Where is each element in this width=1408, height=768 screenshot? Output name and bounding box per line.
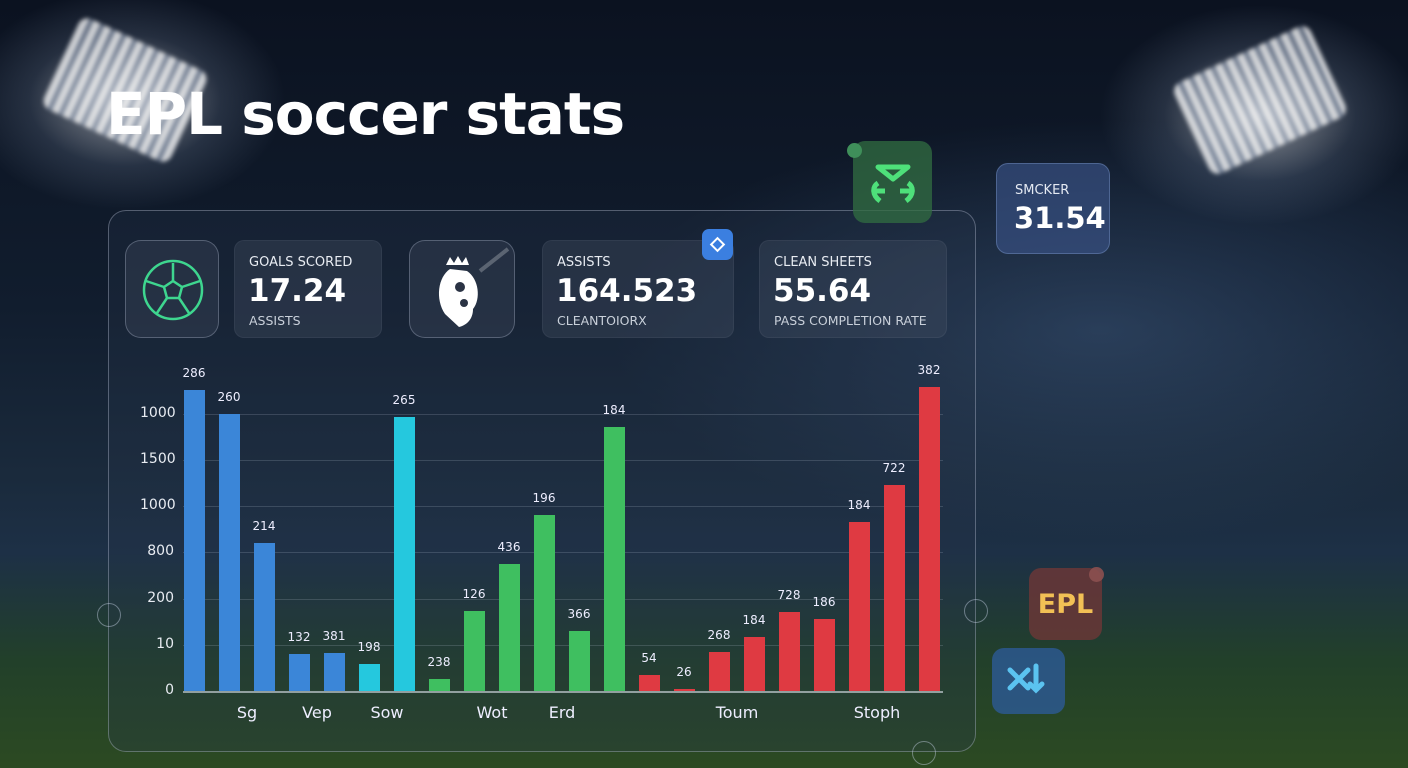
y-tick-label: 1000 [140, 404, 176, 421]
bar[interactable] [534, 515, 555, 691]
bar-data-label: 436 [497, 540, 521, 555]
bar-data-label: 26 [676, 665, 692, 679]
card-label: CLEAN SHEETS [774, 255, 872, 270]
bar[interactable] [464, 611, 485, 691]
bar-data-label: 382 [917, 363, 941, 378]
bar-data-label: 196 [532, 491, 556, 506]
diamond-icon[interactable] [702, 229, 733, 260]
gridline [183, 644, 943, 646]
card-value: 164.523 [556, 273, 698, 309]
resize-handle-right[interactable] [964, 599, 988, 623]
soccer-ball-tile[interactable] [125, 240, 219, 338]
card-value: 17.24 [248, 273, 347, 309]
bar-data-label: 184 [742, 612, 766, 627]
y-tick-label: 1500 [140, 451, 176, 467]
bar[interactable] [814, 618, 835, 691]
y-tick-label: 1000 [140, 497, 176, 514]
x-tick-label: Sg [236, 703, 258, 722]
bar[interactable] [779, 611, 800, 691]
xl-app-icon [1007, 663, 1045, 694]
y-tick-label: 0 [165, 682, 174, 698]
epl-logo-icon: EPL [1037, 588, 1094, 620]
bar-data-label: 268 [707, 628, 731, 643]
x-tick-label: Stoph [853, 703, 901, 722]
side-stat-label: SMCKER [1015, 183, 1070, 198]
y-tick-label: 10 [156, 635, 174, 652]
bar-data-label: 260 [217, 389, 241, 404]
side-stat-value: 31.54 [1014, 201, 1106, 235]
bar[interactable] [919, 387, 940, 691]
bar-data-label: 54 [641, 650, 657, 665]
soccer-ball-icon [142, 259, 204, 321]
gridline [183, 413, 943, 415]
bar-data-label: 728 [777, 587, 801, 602]
bar-data-label: 184 [847, 498, 871, 513]
bar-data-label: 184 [602, 402, 626, 417]
epl-logo-tile[interactable]: EPL [1029, 568, 1102, 640]
premier-league-tile[interactable] [409, 240, 515, 338]
bar[interactable] [324, 653, 345, 691]
bar[interactable] [429, 678, 450, 691]
side-stat-card: SMCKER 31.54 [996, 163, 1110, 254]
status-dot [847, 143, 862, 158]
page-title: EPL soccer stats [106, 80, 625, 148]
bar-data-label: 132 [287, 630, 311, 645]
bar[interactable] [674, 689, 695, 691]
bar[interactable] [394, 417, 415, 691]
bar[interactable] [604, 426, 625, 691]
xl-app-tile[interactable] [992, 648, 1065, 714]
resize-handle-bottom[interactable] [912, 741, 936, 765]
card-label: ASSISTS [557, 255, 611, 270]
bar-data-label: 238 [427, 654, 451, 669]
status-dot [1089, 567, 1104, 582]
gridline [183, 460, 943, 461]
card-label: GOALS SCORED [249, 255, 353, 270]
y-tick-label: 800 [147, 543, 174, 560]
gridline [183, 552, 943, 554]
bar[interactable] [569, 630, 590, 691]
premier-league-lion-icon [438, 247, 510, 327]
x-tick-label: Erd [548, 703, 576, 722]
x-tick-label: Toum [715, 703, 759, 722]
bar[interactable] [884, 485, 905, 691]
bar[interactable] [639, 674, 660, 691]
bar-data-label: 126 [462, 587, 486, 602]
stadium-light-right [1170, 22, 1350, 178]
gridline [183, 598, 943, 600]
bar[interactable] [709, 652, 730, 691]
bar-data-label: 366 [567, 606, 591, 621]
bar-data-label: 381 [322, 629, 346, 644]
clean-sheets-card: CLEAN SHEETS 55.64 PASS COMPLETION RATE [759, 240, 947, 338]
x-axis-line [183, 691, 943, 693]
assists-card: ASSISTS 164.523 CLEANTOIORX [542, 240, 734, 338]
bar[interactable] [849, 522, 870, 691]
goals-scored-card: GOALS SCORED 17.24 ASSISTS [234, 240, 382, 338]
bar[interactable] [219, 413, 240, 691]
bar-data-label: 286 [182, 365, 206, 380]
y-tick-label: 200 [147, 589, 174, 606]
x-tick-label: Sow [370, 703, 404, 722]
card-sublabel: CLEANTOIORX [557, 313, 647, 328]
resize-handle-left[interactable] [97, 603, 121, 627]
bar-data-label: 265 [392, 393, 416, 408]
bar[interactable] [184, 389, 205, 691]
bar-data-label: 198 [357, 640, 381, 655]
x-tick-label: Vep [302, 703, 332, 722]
bar[interactable] [254, 543, 275, 691]
bar[interactable] [289, 654, 310, 691]
bar-data-label: 722 [882, 461, 906, 476]
bar[interactable] [359, 664, 380, 691]
card-sublabel: ASSISTS [249, 313, 301, 328]
green-crest-tile[interactable] [853, 141, 932, 223]
bar[interactable] [744, 636, 765, 691]
bar-data-label: 214 [252, 519, 276, 534]
card-sublabel: PASS COMPLETION RATE [774, 313, 927, 328]
gridline [183, 506, 943, 508]
green-crest-icon [871, 164, 915, 203]
x-tick-label: Wot [476, 703, 508, 722]
card-value: 55.64 [773, 273, 872, 309]
bar-data-label: 186 [812, 594, 836, 609]
bar[interactable] [499, 564, 520, 691]
